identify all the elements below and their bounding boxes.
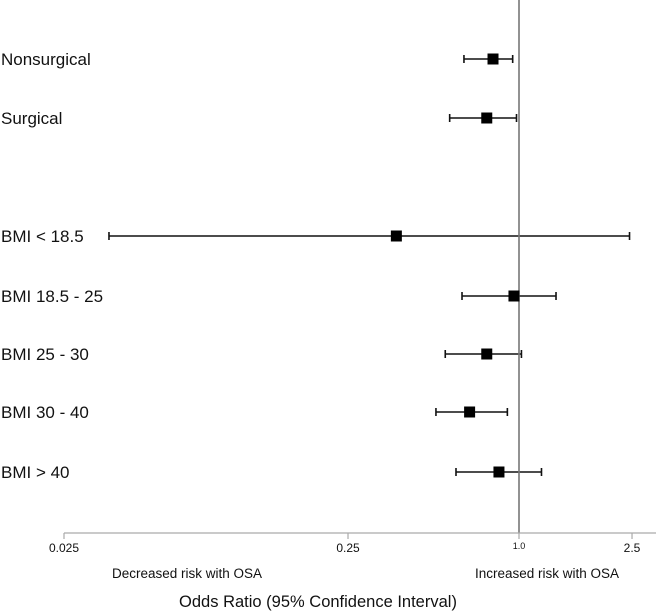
odds-ratio-marker: [508, 290, 520, 302]
direction-label-right: Increased risk with OSA: [475, 566, 619, 581]
odds-ratio-marker: [390, 230, 402, 242]
x-tick-label: 0.25: [336, 541, 360, 555]
odds-ratio-marker: [493, 466, 505, 478]
odds-ratio-marker: [464, 406, 476, 418]
odds-ratio-marker: [481, 112, 493, 124]
x-axis-title: Odds Ratio (95% Confidence Interval): [179, 593, 457, 611]
row-label: BMI 25 - 30: [1, 345, 89, 364]
row-label: BMI 18.5 - 25: [1, 287, 103, 306]
direction-label-left: Decreased risk with OSA: [112, 566, 262, 581]
row-label: Surgical: [1, 109, 62, 128]
row-label: BMI < 18.5: [1, 227, 84, 246]
confidence-intervals: [108, 55, 631, 476]
odds-ratio-points: [390, 53, 520, 478]
row-label: BMI 30 - 40: [1, 403, 89, 422]
odds-ratio-marker: [487, 53, 499, 65]
x-tick-label: 0.025: [49, 541, 79, 555]
odds-ratio-marker: [481, 348, 493, 360]
row-labels: Nonsurgical Surgical BMI < 18.5 BMI 18.5 - …: [1, 50, 103, 482]
x-tick-label: 2.5: [624, 541, 641, 555]
x-tick-label: 1.0: [513, 541, 526, 551]
row-label: BMI > 40: [1, 463, 70, 482]
row-label: Nonsurgical: [1, 50, 91, 69]
x-axis: 0.025 0.25 1.0 2.5: [49, 532, 656, 555]
